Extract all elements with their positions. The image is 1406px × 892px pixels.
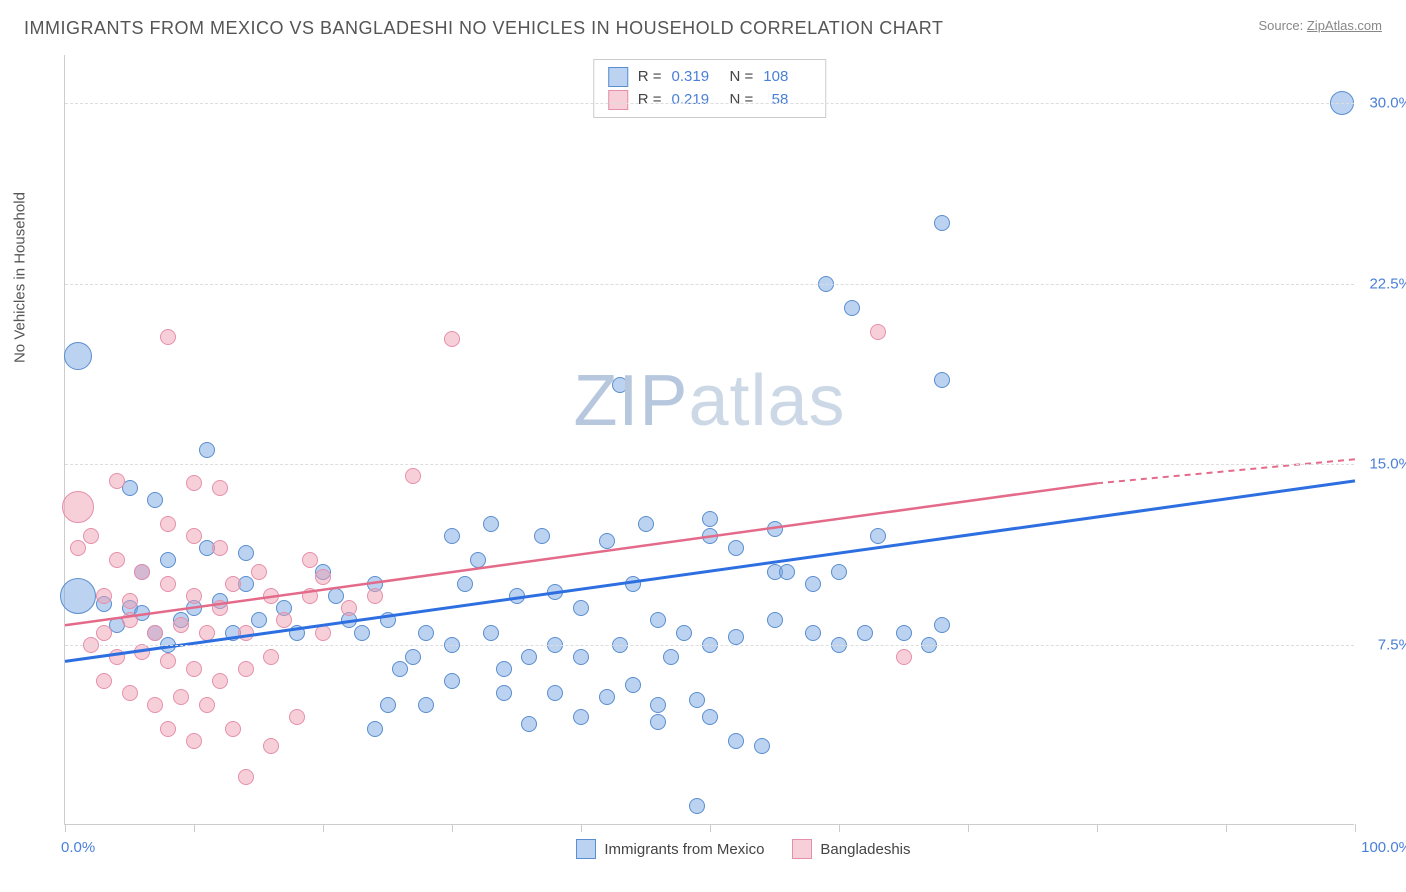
n-label-2: N = <box>730 89 754 112</box>
legend-item-1: Immigrants from Mexico <box>576 839 764 859</box>
plot-area: ZIPatlas R = 0.319 N = 108 R = 0.219 N =… <box>64 55 1354 825</box>
x-left-label: 0.0% <box>61 839 95 856</box>
y-axis-label: No Vehicles in Household <box>12 192 29 363</box>
x-tick <box>1097 824 1098 832</box>
legend-swatch-blue-icon <box>576 839 596 859</box>
x-tick <box>323 824 324 832</box>
gridline <box>65 464 1354 465</box>
x-tick <box>452 824 453 832</box>
swatch-blue-icon <box>608 67 628 87</box>
stats-row-1: R = 0.319 N = 108 <box>608 66 812 89</box>
r-label-2: R = <box>638 89 662 112</box>
stats-row-2: R = 0.219 N = 58 <box>608 89 812 112</box>
trendline <box>65 481 1355 661</box>
trendline <box>65 483 1097 625</box>
chart-header: IMMIGRANTS FROM MEXICO VS BANGLADESHI NO… <box>0 0 1406 49</box>
legend-label-2: Bangladeshis <box>820 841 910 858</box>
gridline <box>65 103 1354 104</box>
legend-item-2: Bangladeshis <box>792 839 910 859</box>
bottom-legend: Immigrants from Mexico Bangladeshis <box>576 839 910 859</box>
trendlines-svg <box>65 55 1355 825</box>
n-value-1: 108 <box>763 66 811 89</box>
x-tick <box>710 824 711 832</box>
stats-legend: R = 0.319 N = 108 R = 0.219 N = 58 <box>593 59 827 118</box>
r-value-1: 0.319 <box>672 66 720 89</box>
y-tick-label: 30.0% <box>1369 95 1406 112</box>
source-attribution: Source: ZipAtlas.com <box>1258 18 1382 33</box>
legend-label-1: Immigrants from Mexico <box>604 841 764 858</box>
x-tick <box>1355 824 1356 832</box>
x-tick <box>194 824 195 832</box>
x-tick <box>1226 824 1227 832</box>
r-label-1: R = <box>638 66 662 89</box>
n-value-2: 58 <box>763 89 811 112</box>
source-link[interactable]: ZipAtlas.com <box>1307 18 1382 33</box>
swatch-pink-icon <box>608 90 628 110</box>
x-right-label: 100.0% <box>1361 839 1406 856</box>
chart-title: IMMIGRANTS FROM MEXICO VS BANGLADESHI NO… <box>24 18 943 39</box>
trendline <box>1097 459 1355 483</box>
chart-container: No Vehicles in Household ZIPatlas R = 0.… <box>50 55 1366 825</box>
gridline <box>65 645 1354 646</box>
gridline <box>65 284 1354 285</box>
x-tick <box>839 824 840 832</box>
x-tick <box>968 824 969 832</box>
n-label-1: N = <box>730 66 754 89</box>
y-tick-label: 15.0% <box>1369 456 1406 473</box>
x-tick <box>65 824 66 832</box>
y-tick-label: 7.5% <box>1378 636 1406 653</box>
source-prefix: Source: <box>1258 18 1306 33</box>
r-value-2: 0.219 <box>672 89 720 112</box>
y-tick-label: 22.5% <box>1369 275 1406 292</box>
x-tick <box>581 824 582 832</box>
legend-swatch-pink-icon <box>792 839 812 859</box>
